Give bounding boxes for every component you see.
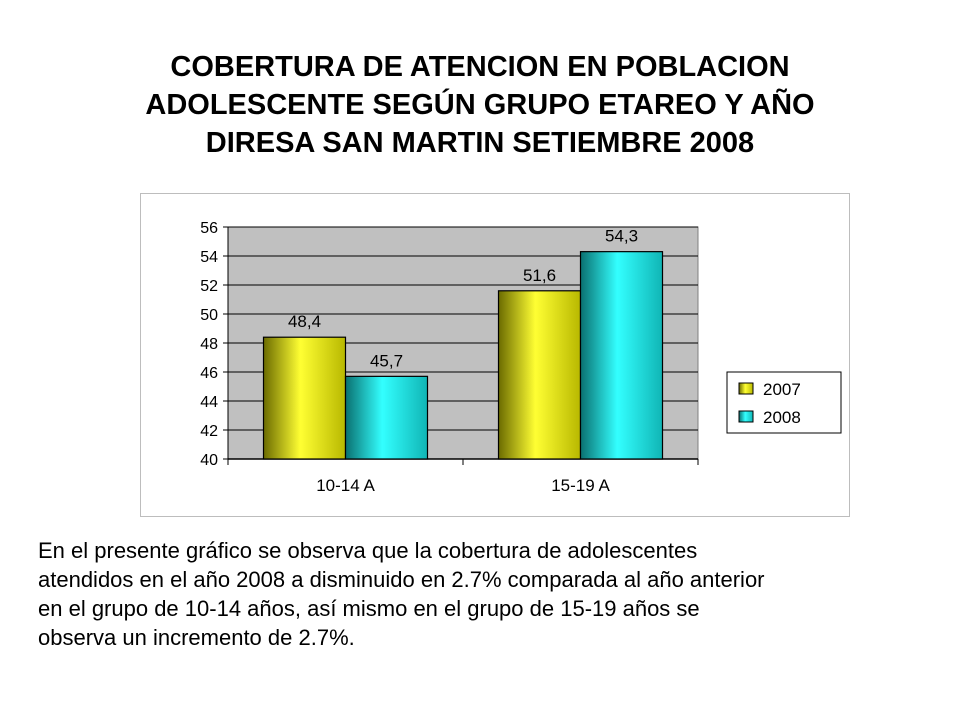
- y-tick-label: 48: [200, 336, 218, 353]
- caption-line-1: En el presente gráfico se observa que la…: [38, 538, 698, 563]
- legend-box: [726, 371, 842, 434]
- y-tick-label: 42: [200, 423, 218, 440]
- data-label: 51,6: [523, 266, 556, 285]
- x-tick-label: 15-19 A: [551, 476, 610, 495]
- chart-container: 40 42 44 46 48 50 52 54 56 48,4 45,7 10-14 A 51,6 54,…: [140, 193, 850, 517]
- data-label: 45,7: [370, 351, 403, 370]
- bar-2007-0: [262, 336, 347, 460]
- data-label: 48,4: [288, 312, 321, 331]
- y-tick-label: 52: [200, 278, 218, 295]
- caption-line-4: observa un incremento de 2.7%.: [38, 625, 355, 650]
- bar-chart: 40 42 44 46 48 50 52 54 56 48,4 45,7 10-14 A 51,6 54,…: [200, 220, 842, 495]
- y-tick-label: 56: [200, 220, 218, 237]
- legend-label-2008: 2008: [763, 408, 801, 427]
- caption-text: En el presente gráfico se observa que la…: [38, 536, 918, 652]
- y-tick-label: 50: [200, 307, 218, 324]
- legend-swatch-2007: [738, 382, 754, 395]
- chart-title: COBERTURA DE ATENCION EN POBLACION ADOLE…: [60, 48, 900, 162]
- caption-line-2: atendidos en el año 2008 a disminuido en…: [38, 567, 765, 592]
- y-tick-label: 46: [200, 365, 218, 382]
- caption-line-3: en el grupo de 10-14 años, así mismo en …: [38, 596, 700, 621]
- data-label: 54,3: [605, 227, 638, 246]
- y-tick-label: 54: [200, 249, 218, 266]
- x-tick-label: 10-14 A: [316, 476, 375, 495]
- title-line-2: ADOLESCENTE SEGÚN GRUPO ETAREO Y AÑO: [145, 89, 815, 121]
- title-line-3: DIRESA SAN MARTIN SETIEMBRE 2008: [205, 127, 755, 159]
- bar-2008-1: [579, 251, 664, 460]
- legend-swatch-2008: [738, 410, 754, 423]
- y-tick-label: 44: [200, 394, 218, 411]
- y-tick-label: 40: [200, 452, 218, 469]
- title-line-1: COBERTURA DE ATENCION EN POBLACION: [170, 51, 790, 83]
- legend-label-2007: 2007: [763, 380, 801, 399]
- bar-2007-1: [497, 290, 582, 460]
- bar-2008-0: [344, 375, 429, 460]
- legend: 2007 2008: [726, 371, 842, 434]
